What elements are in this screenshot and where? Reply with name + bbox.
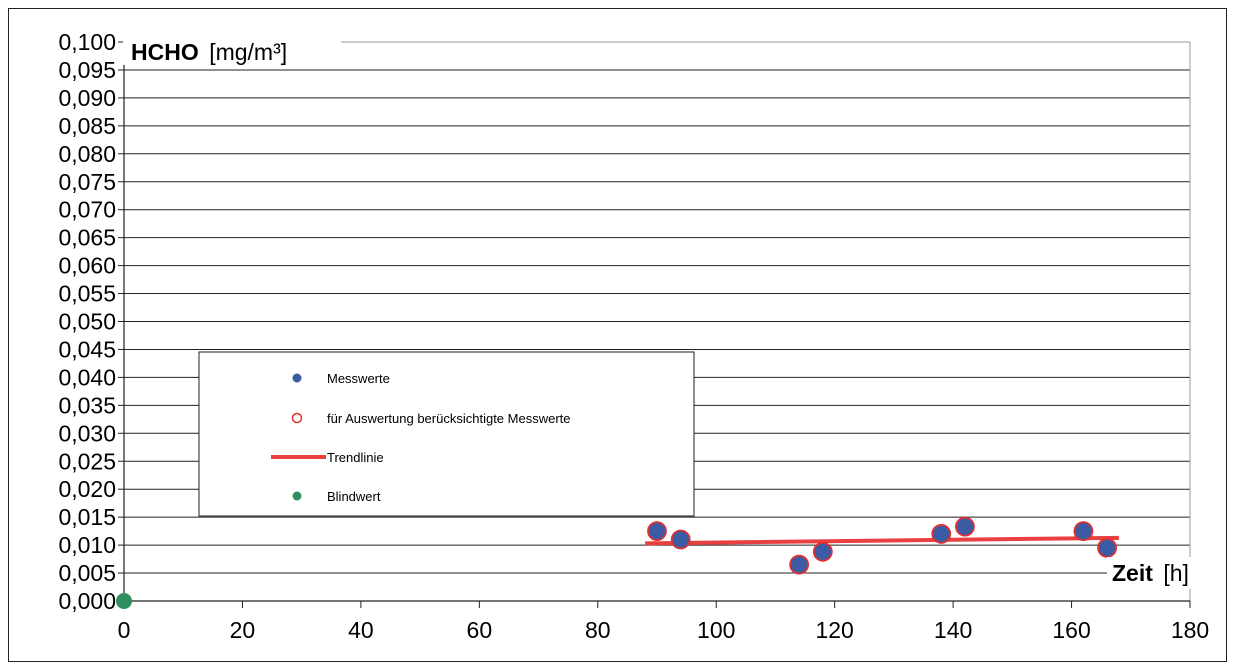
measurement-point bbox=[672, 531, 690, 549]
x-tick-label: 100 bbox=[697, 617, 735, 643]
y-tick-label: 0,075 bbox=[58, 169, 116, 195]
blank-value-point bbox=[116, 593, 132, 609]
measurement-point bbox=[814, 543, 832, 561]
x-tick-label: 80 bbox=[585, 617, 611, 643]
x-tick-label: 60 bbox=[467, 617, 493, 643]
trendline-layer bbox=[645, 535, 1119, 546]
x-tick-label: 0 bbox=[118, 617, 131, 643]
y-tick-label: 0,030 bbox=[58, 420, 116, 446]
x-axis-title-bg bbox=[1107, 557, 1217, 589]
x-tick-labels: 0 20 40 60 80 100 120 140 160 180 bbox=[118, 617, 1210, 643]
x-tick-label: 160 bbox=[1052, 617, 1090, 643]
y-tick-label: 0,095 bbox=[58, 57, 116, 83]
y-axis-title-bg bbox=[123, 35, 341, 65]
considered-point-ring bbox=[670, 529, 691, 550]
measurement-point bbox=[1074, 522, 1092, 540]
legend-label-trendlinie: Trendlinie bbox=[327, 450, 384, 465]
y-tick-label: 0,035 bbox=[58, 392, 116, 418]
considered-point-ring bbox=[789, 554, 810, 575]
considered-point-ring bbox=[1097, 537, 1117, 558]
points-layer bbox=[116, 516, 1117, 609]
y-tick-labels: 0,0000,0050,0100,0150,0200,0250,0300,035… bbox=[58, 29, 116, 614]
y-tick-label: 0,055 bbox=[58, 281, 116, 307]
y-tick-label: 0,085 bbox=[58, 113, 116, 139]
legend-marker-beruecksichtigt bbox=[291, 412, 303, 424]
x-tick-label: 40 bbox=[348, 617, 374, 643]
y-tick-label: 0,060 bbox=[58, 253, 116, 279]
y-tick-label: 0,005 bbox=[58, 560, 116, 586]
y-tick-label: 0,020 bbox=[58, 476, 116, 502]
y-tick-label: 0,090 bbox=[58, 85, 116, 111]
considered-point-ring bbox=[647, 521, 667, 542]
hcho-chart: 0,0000,0050,0100,0150,0200,0250,0300,035… bbox=[58, 29, 1217, 643]
y-tick-label: 0,080 bbox=[58, 141, 116, 167]
y-tick-label: 0,015 bbox=[58, 504, 116, 530]
legend: Messwerte für Auswertung berücksichtigte… bbox=[198, 351, 695, 517]
y-tick-label: 0,010 bbox=[58, 532, 116, 558]
chart-frame: 0,000 0,005 0,010 0,015 0,020 0,025 0,030 0,035… bbox=[8, 8, 1227, 662]
measurement-point bbox=[790, 556, 808, 574]
legend-label-messwerte: Messwerte bbox=[327, 371, 390, 386]
x-axis-title-bold: Zeit bbox=[1112, 560, 1153, 586]
y-tick-label: 0,065 bbox=[58, 225, 116, 251]
grid-layer bbox=[124, 41, 1191, 601]
legend-marker-messwerte bbox=[292, 373, 302, 383]
measurement-point bbox=[1098, 539, 1116, 557]
x-tick-label: 120 bbox=[815, 617, 853, 643]
y-tick-label: 0,040 bbox=[58, 364, 116, 390]
considered-point-ring bbox=[812, 541, 833, 562]
y-tick-label: 0,025 bbox=[58, 448, 116, 474]
y-tick-label: 0,000 bbox=[58, 588, 116, 614]
considered-point-ring bbox=[955, 516, 975, 537]
legend-label-beruecksichtigt: für Auswertung berücksichtigte Messwerte bbox=[327, 411, 571, 426]
y-axis-title: HCHO [mg/m³] bbox=[131, 39, 287, 65]
y-tick-label: 0,100 bbox=[58, 29, 116, 55]
considered-point-ring bbox=[1073, 521, 1094, 542]
x-tick-label: 20 bbox=[230, 617, 256, 643]
trendline bbox=[645, 535, 1119, 546]
y-tick-label: 0,045 bbox=[58, 336, 116, 362]
y-axis-title-bold: HCHO bbox=[131, 39, 199, 65]
measurement-point bbox=[648, 522, 666, 540]
legend-label-blindwert: Blindwert bbox=[327, 489, 381, 504]
legend-marker-blindwert bbox=[292, 491, 302, 501]
considered-point-ring bbox=[931, 524, 952, 544]
x-axis-title-unit: [h] bbox=[1163, 560, 1189, 586]
measurement-point bbox=[956, 518, 974, 536]
x-axis-title: Zeit [h] bbox=[1112, 560, 1189, 586]
y-tick-label: 0,070 bbox=[58, 197, 116, 223]
legend-box bbox=[198, 351, 695, 517]
x-tick-label: 180 bbox=[1171, 617, 1209, 643]
measurement-point bbox=[932, 525, 950, 543]
x-tick-label: 140 bbox=[934, 617, 972, 643]
y-axis-title-unit: [mg/m³] bbox=[209, 39, 287, 65]
y-tick-label: 0,050 bbox=[58, 309, 116, 335]
